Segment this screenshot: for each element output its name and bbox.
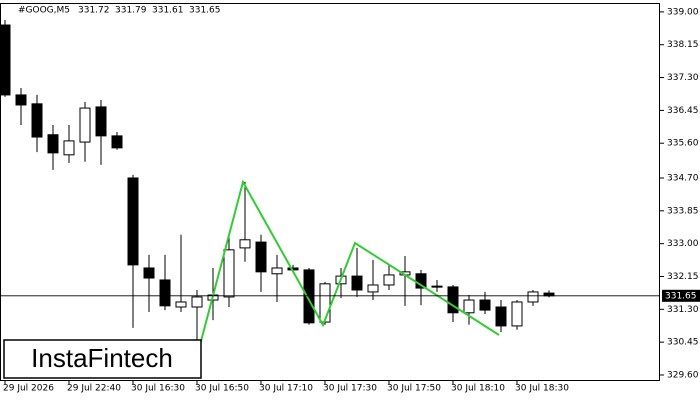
candle-body <box>0 24 11 96</box>
chart-title: #GOOG,M5 <box>18 6 70 16</box>
candle-body <box>31 103 43 138</box>
x-tick-label: 30 Jul 16:30 <box>131 384 185 394</box>
y-tick-label: 329.60 <box>667 370 699 380</box>
y-tick-label: 335.60 <box>667 139 699 149</box>
x-tick-label: 30 Jul 17:50 <box>387 384 441 394</box>
candle-body <box>351 275 363 291</box>
candle-body <box>527 291 539 303</box>
y-tick-label: 333.85 <box>667 206 699 216</box>
candle-body <box>191 296 203 308</box>
plot-frame <box>0 3 660 381</box>
y-tick-label: 331.30 <box>667 305 699 315</box>
candle-body <box>143 267 155 279</box>
candle-body <box>159 279 171 307</box>
logo-box <box>3 339 202 379</box>
candle-body <box>431 285 443 288</box>
current-price-label: 331.65 <box>665 291 697 301</box>
candle-body <box>95 106 107 137</box>
header-value: 331.79 <box>115 6 147 16</box>
header-value: 331.61 <box>152 6 184 16</box>
y-tick-label: 336.45 <box>667 106 699 116</box>
candle-body <box>479 299 491 311</box>
candle-body <box>47 134 59 154</box>
candle-body <box>255 241 267 273</box>
candle-body <box>543 292 555 297</box>
candle-body <box>79 107 91 143</box>
candle-body <box>271 267 283 275</box>
candle-body <box>239 239 251 249</box>
y-tick-label: 333.00 <box>667 239 699 249</box>
y-tick-label: 330.45 <box>667 338 699 348</box>
pattern-line <box>199 179 500 346</box>
candle-body <box>319 283 331 323</box>
candle-body <box>223 249 235 298</box>
candle-body <box>303 269 315 324</box>
y-tick-label: 337.30 <box>667 73 699 83</box>
candle-body <box>111 135 123 149</box>
candle-body <box>447 286 459 314</box>
candle-body <box>367 284 379 293</box>
candle-body <box>495 306 507 327</box>
x-tick-label: 30 Jul 18:10 <box>451 384 505 394</box>
candle-body <box>511 301 523 327</box>
x-tick-label: 29 Jul 2026 <box>3 384 54 394</box>
candle-body <box>383 274 395 286</box>
candle-body <box>175 301 187 308</box>
y-tick-label: 338.15 <box>667 40 699 50</box>
x-tick-label: 30 Jul 18:30 <box>515 384 569 394</box>
x-tick-label: 30 Jul 16:50 <box>195 384 249 394</box>
candle-body <box>127 177 139 266</box>
x-tick-label: 30 Jul 17:10 <box>259 384 313 394</box>
x-tick-label: 30 Jul 17:30 <box>323 384 377 394</box>
marks <box>0 19 555 340</box>
y-tick-label: 332.15 <box>667 272 699 282</box>
candle-body <box>63 140 75 156</box>
x-tick-label: 29 Jul 22:40 <box>67 384 121 394</box>
y-tick-label: 334.70 <box>667 173 699 183</box>
header-value: 331.65 <box>189 6 221 16</box>
header-value: 331.72 <box>78 6 110 16</box>
watermark: InstaFintech <box>31 343 173 373</box>
current-price-box <box>662 289 700 302</box>
candle-body <box>15 94 27 106</box>
candle-body <box>463 299 475 314</box>
y-tick-label: 339.00 <box>667 7 699 17</box>
